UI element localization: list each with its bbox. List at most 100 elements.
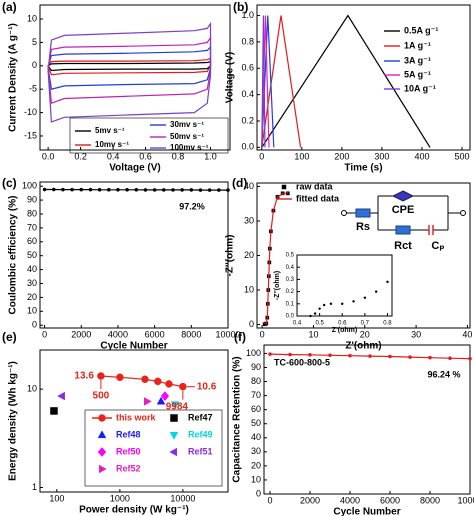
- y-tick-label: 0.0: [241, 142, 254, 152]
- y-tick-label: 0.2: [241, 115, 254, 125]
- terminal: [341, 210, 347, 216]
- x-tick-label: 200: [334, 151, 349, 161]
- x-axis-title: Voltage (V): [109, 163, 160, 174]
- legend-marker: [170, 414, 178, 422]
- y-tick-label: 40: [251, 432, 261, 442]
- x-axis-title: Cycle Number: [100, 341, 167, 352]
- marker: [106, 187, 111, 192]
- circuit-label: Rs: [356, 221, 370, 233]
- legend-label: 50mv s⁻¹: [170, 132, 204, 141]
- legend-label: 10mv s⁻¹: [95, 140, 129, 149]
- series-line: [47, 45, 212, 90]
- y-tick-label: 10: [27, 13, 37, 23]
- y-tick-label: 70: [27, 222, 37, 232]
- panel-label: (d): [232, 176, 247, 190]
- marker: [348, 353, 352, 358]
- marker: [408, 355, 412, 359]
- legend-label: Ref52: [116, 463, 141, 473]
- x-tick-label: 300: [374, 151, 389, 161]
- marker: [329, 302, 333, 306]
- y-tick-label: 20: [244, 250, 254, 260]
- marker: [116, 187, 120, 192]
- x-tick-label: 40: [462, 329, 472, 339]
- y-tick-label: 60: [251, 404, 261, 414]
- marker: [116, 373, 124, 382]
- series-line: [47, 21, 212, 123]
- terminal: [460, 210, 466, 216]
- legend-label: 5mv s⁻¹: [95, 126, 125, 135]
- legend-box: [84, 409, 223, 487]
- x-tick-label: 8000: [420, 495, 440, 505]
- cpe: [391, 190, 415, 202]
- marker: [141, 375, 149, 384]
- x-tick-label: 0.4: [293, 321, 302, 327]
- annotation: 96.24 %: [427, 369, 460, 379]
- marker: [61, 187, 65, 192]
- legend-label: Ref49: [188, 429, 213, 439]
- y-tick-label: 20: [27, 292, 37, 302]
- value-label: 500: [93, 391, 110, 402]
- legend-label: raw data: [296, 181, 334, 191]
- y-axis-title: Voltage (V): [225, 52, 236, 103]
- y-tick-label: 90: [251, 362, 261, 372]
- marker: [468, 356, 472, 361]
- x-tick-label: 20: [360, 329, 370, 339]
- legend-marker: [98, 464, 107, 474]
- y-tick-label: 10: [27, 384, 37, 394]
- x-tick-label: 500: [454, 151, 469, 161]
- marker: [374, 290, 378, 293]
- y-tick-label: 50: [251, 418, 261, 428]
- series-line: [261, 15, 266, 148]
- y-tick-label: 70: [251, 390, 261, 400]
- marker: [161, 188, 166, 192]
- panel-label: (a): [2, 0, 17, 14]
- y-tick-label: 0.6: [241, 63, 254, 73]
- x-axis-title: Cycle Number: [333, 507, 400, 516]
- marker: [165, 380, 173, 388]
- marker: [288, 352, 292, 357]
- inset-y-title: -Z''(ohm): [274, 271, 281, 300]
- y-tick-label: 0.5: [286, 253, 295, 259]
- x-tick-label: 8000: [181, 329, 201, 339]
- x-tick-label: 0.5: [315, 321, 324, 327]
- marker: [57, 391, 65, 401]
- x-tick-label: 0.7: [361, 321, 370, 327]
- marker: [322, 303, 326, 307]
- resistor: [355, 208, 371, 218]
- plot-frame: [256, 4, 471, 151]
- legend-label: fitted data: [296, 193, 340, 203]
- x-tick-label: 0: [259, 151, 264, 161]
- series-line: [261, 15, 270, 148]
- x-axis-title: Time (s): [344, 163, 382, 174]
- x-tick-label: 10000: [170, 493, 195, 503]
- marker: [198, 188, 203, 192]
- circuit-label: Rct: [394, 240, 412, 252]
- x-tick-label: 4000: [108, 329, 128, 339]
- y-tick-label: 0.4: [286, 265, 295, 271]
- marker: [340, 302, 344, 306]
- marker: [313, 312, 317, 315]
- x-tick-label: 0: [267, 495, 272, 505]
- marker: [160, 391, 170, 402]
- x-tick-label: 2000: [71, 329, 91, 339]
- circuit-label: Cₚ: [431, 240, 444, 252]
- value-label: 13.6: [74, 371, 94, 382]
- legend-label: 30mv s⁻¹: [170, 120, 204, 129]
- marker: [179, 382, 187, 391]
- y-axis-title: Energy density (Wh kg⁻¹): [8, 361, 19, 481]
- x-tick-label: 1.0: [204, 151, 217, 161]
- y-tick-label: 30: [244, 215, 254, 225]
- marker: [42, 187, 47, 192]
- y-tick-label: 0: [256, 488, 261, 498]
- legend-label: 3A g⁻¹: [404, 55, 431, 65]
- x-tick-label: 10: [308, 329, 318, 339]
- y-tick-label: 30: [27, 278, 37, 288]
- panel-label: (c): [2, 176, 17, 190]
- y-tick-label: 40: [27, 264, 37, 274]
- legend-label: Ref50: [116, 446, 141, 456]
- marker: [97, 187, 102, 192]
- inset-x-title: Z'(ohm): [332, 327, 357, 334]
- y-tick-label: 0.4: [241, 89, 254, 99]
- y-tick-label: 0.1: [286, 301, 295, 307]
- x-tick-label: 4000: [340, 495, 360, 505]
